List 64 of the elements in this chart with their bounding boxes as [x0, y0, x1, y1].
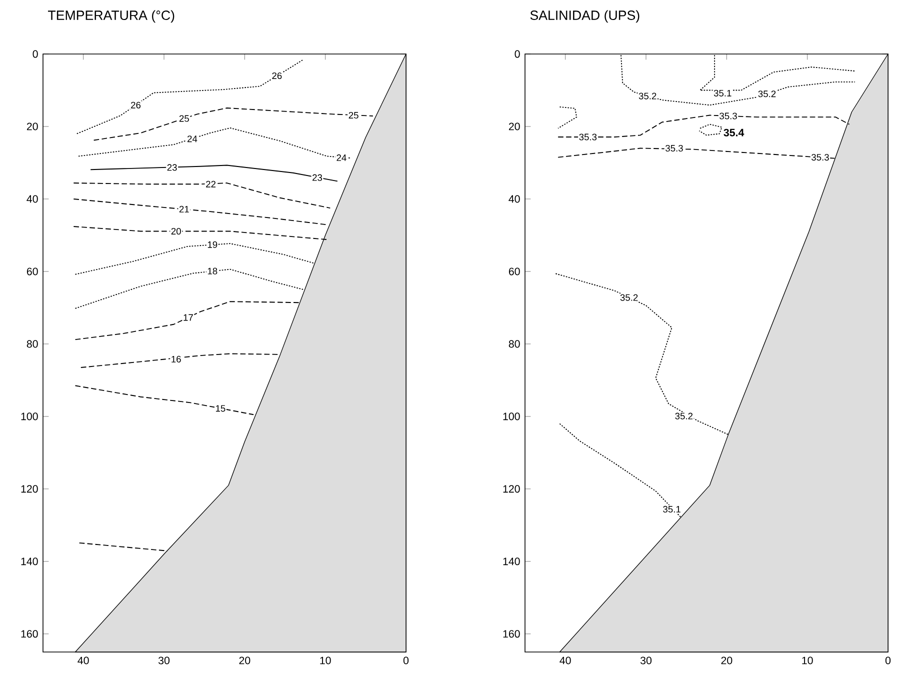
- y-tick-label: 100: [21, 412, 38, 420]
- annotation: 23: [167, 164, 177, 171]
- line-series: [73, 198, 328, 226]
- annotation: 35.3: [812, 154, 829, 161]
- y-tick-label: 80: [508, 340, 520, 348]
- annotation: 35.1: [663, 506, 680, 513]
- annotation: 23: [312, 174, 322, 181]
- y-tick-label: 60: [508, 268, 520, 276]
- annotation: 35.2: [675, 412, 693, 420]
- annotation: 35.3: [666, 144, 683, 152]
- line-series: [698, 124, 722, 136]
- y-tick-label: 140: [21, 558, 38, 566]
- line-series: [76, 58, 304, 134]
- annotation: 16: [172, 356, 181, 362]
- line-series: [558, 106, 578, 129]
- x-tick-label: 30: [158, 656, 170, 664]
- y-tick-label: 120: [21, 485, 38, 493]
- annotation: 17: [184, 314, 193, 321]
- annotation: 24: [336, 154, 346, 161]
- x-tick-label: 10: [802, 656, 813, 664]
- line-series: [93, 108, 374, 141]
- annotation: 19: [208, 241, 218, 248]
- annotation: 25: [179, 115, 189, 122]
- x-tick-label: 0: [885, 656, 891, 664]
- y-tick-label: 40: [26, 195, 38, 203]
- y-tick-label: 120: [503, 485, 520, 493]
- annotation: 21: [179, 206, 189, 212]
- chart-title: SALINIDAD (UPS): [530, 10, 640, 23]
- x-tick-label: 0: [403, 656, 409, 664]
- annotation: 35.3: [720, 112, 737, 120]
- x-tick-label: 30: [640, 656, 652, 664]
- annotation: 35.2: [758, 90, 776, 98]
- x-tick-label: 20: [239, 656, 250, 664]
- y-tick-label: 160: [503, 630, 520, 638]
- y-tick-label: 80: [26, 340, 38, 348]
- x-tick-label: 10: [320, 656, 331, 664]
- annotation: 18: [208, 268, 218, 274]
- y-tick-label: 0: [514, 50, 520, 58]
- line-series: [74, 385, 254, 416]
- y-tick-label: 140: [503, 558, 520, 566]
- annotation: 24: [188, 136, 198, 142]
- x-tick-label: 40: [560, 656, 571, 664]
- y-tick-label: 20: [26, 122, 38, 130]
- annotation: 35.1: [714, 90, 732, 96]
- annotation: 25: [348, 112, 358, 119]
- chart-title: TEMPERATURA (°C): [48, 10, 174, 23]
- x-tick-label: 20: [721, 656, 732, 664]
- series-label: 35.4: [724, 128, 744, 136]
- annotation: 26: [131, 102, 141, 108]
- annotation: 35.2: [638, 92, 656, 100]
- y-tick-label: 160: [21, 630, 38, 638]
- annotation: 15: [216, 405, 226, 412]
- annotation: 26: [272, 72, 282, 80]
- y-tick-label: 100: [503, 412, 520, 420]
- annotation: 35.2: [620, 294, 638, 301]
- annotation: 22: [206, 180, 216, 188]
- x-tick-label: 40: [78, 656, 89, 664]
- y-tick-label: 0: [32, 50, 38, 58]
- annotation: 35.3: [579, 134, 597, 140]
- y-tick-label: 20: [508, 122, 520, 130]
- annotation: 20: [171, 228, 181, 235]
- line-series: [90, 164, 338, 182]
- y-tick-label: 40: [508, 195, 520, 203]
- y-tick-label: 60: [26, 268, 38, 276]
